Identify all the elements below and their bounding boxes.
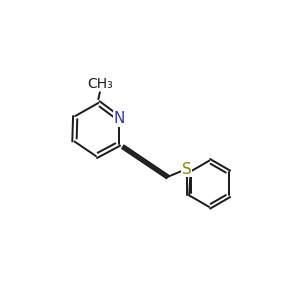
Text: S: S [182,162,192,177]
Text: CH₃: CH₃ [87,77,113,91]
Text: N: N [113,111,125,126]
